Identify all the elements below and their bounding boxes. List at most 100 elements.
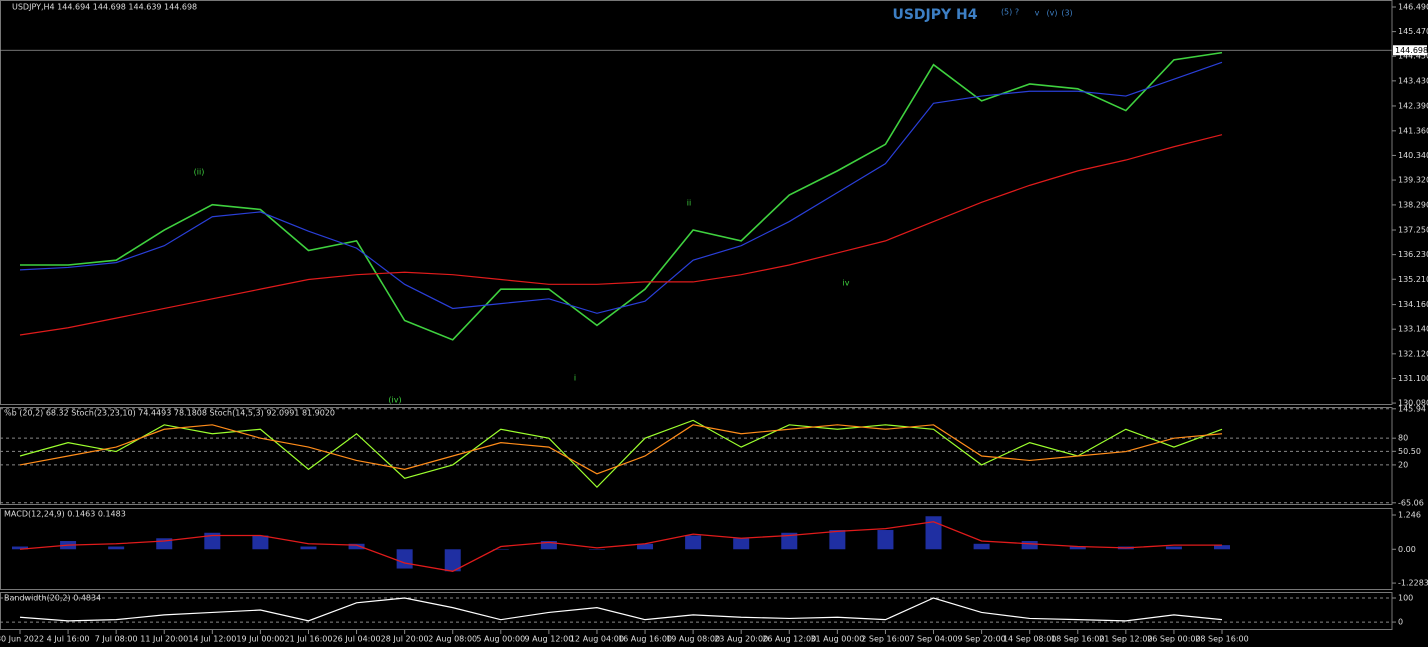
x-tick-label: 18 Sep 16:00 — [1051, 635, 1104, 644]
x-tick-label: 7 Sep 04:00 — [909, 635, 957, 644]
histogram-bar — [973, 543, 990, 550]
x-tick-label: 7 Jul 08:00 — [95, 635, 138, 644]
y-tick-label: 146.490 — [1398, 2, 1428, 11]
wave-label: (iv) — [388, 396, 401, 405]
y-tick-label: 138.290 — [1398, 200, 1428, 209]
histogram-bar — [1021, 541, 1038, 550]
x-tick-label: 19 Aug 08:00 — [666, 635, 720, 644]
histogram-bar — [1214, 545, 1230, 550]
x-tick-label: 19 Jul 00:00 — [236, 635, 284, 644]
wave-label: i — [574, 374, 576, 383]
indicator-label: MACD(12,24,9) 0.1463 0.1483 — [4, 510, 126, 519]
series-line — [19, 521, 1222, 572]
histogram-bar — [877, 530, 894, 550]
histogram-bar — [781, 532, 798, 550]
y-tick-label: 139.320 — [1398, 176, 1428, 185]
x-tick-label: 9 Aug 12:00 — [524, 635, 573, 644]
wave-label: ii — [687, 199, 691, 208]
last-price-label: 144.698 — [1395, 46, 1428, 55]
histogram-bar — [925, 516, 942, 550]
x-tick-label: 30 Jun 2022 — [0, 635, 44, 644]
histogram-bar — [12, 546, 28, 550]
y-tick-label: 141.360 — [1398, 126, 1428, 135]
y-tick-label: -65.06 — [1398, 498, 1424, 507]
symbol-header: USDJPY,H4 144.694 144.698 144.639 144.69… — [12, 3, 197, 12]
x-tick-label: 2 Sep 16:00 — [861, 635, 909, 644]
wave-label: v — [1035, 9, 1040, 18]
y-tick-label: 137.250 — [1398, 226, 1428, 235]
x-tick-label: 5 Aug 00:00 — [476, 635, 525, 644]
x-tick-label: 21 Jul 16:00 — [284, 635, 332, 644]
y-tick-label: 145.94 — [1398, 404, 1426, 413]
indicator-label: Bandwidth(20,2) 0.4834 — [4, 594, 101, 603]
wave-label: (5) ? — [1001, 8, 1019, 17]
x-tick-label: 11 Jul 20:00 — [140, 635, 188, 644]
histogram-bar — [637, 543, 654, 550]
histogram-bar — [300, 546, 317, 550]
y-tick-label: 130.080 — [1398, 399, 1428, 408]
indicator-label: %b (20,2) 68.32 Stoch(23,23,10) 74.4493 … — [4, 409, 335, 418]
x-tick-label: 28 Sep 16:00 — [1195, 635, 1248, 644]
histogram-bar — [492, 549, 509, 550]
histogram-bar — [733, 538, 750, 550]
y-tick-label: -1.2283 — [1398, 579, 1428, 588]
y-tick-label: 0 — [1398, 618, 1403, 627]
y-tick-label: 142.390 — [1398, 101, 1428, 110]
y-tick-label: 0.00 — [1398, 545, 1416, 554]
panel-frame — [0, 407, 1393, 505]
y-tick-label: 136.230 — [1398, 250, 1428, 259]
histogram-bar — [685, 535, 702, 550]
x-tick-label: 14 Sep 08:00 — [1003, 635, 1056, 644]
histogram-bar — [588, 549, 605, 550]
series-line — [19, 597, 1223, 622]
x-tick-label: 26 Aug 12:00 — [762, 635, 816, 644]
wave-label: iv — [843, 279, 850, 288]
x-tick-label: 12 Aug 04:00 — [570, 635, 624, 644]
histogram-bar — [252, 535, 269, 550]
series-line — [19, 61, 1223, 314]
y-tick-label: 145.470 — [1398, 27, 1428, 36]
y-tick-label: 140.340 — [1398, 151, 1428, 160]
y-tick-label: 134.160 — [1398, 300, 1428, 309]
y-tick-label: 1.246 — [1398, 510, 1421, 519]
histogram-bar — [156, 538, 173, 550]
x-tick-label: 4 Jul 16:00 — [47, 635, 90, 644]
y-tick-label: 143.430 — [1398, 76, 1428, 85]
x-tick-label: 31 Aug 00:00 — [810, 635, 864, 644]
wave-label: (3) — [1061, 9, 1072, 18]
x-tick-label: 26 Jul 04:00 — [333, 635, 381, 644]
series-line — [19, 424, 1223, 475]
histogram-bar — [396, 549, 413, 569]
histogram-bar — [829, 530, 846, 550]
x-tick-label: 14 Jul 12:00 — [188, 635, 236, 644]
x-tick-label: 21 Sep 12:00 — [1099, 635, 1152, 644]
histogram-bar — [348, 543, 365, 550]
wave-label: (v) — [1047, 9, 1058, 18]
histogram-bar — [444, 549, 461, 572]
y-tick-label: 132.120 — [1398, 349, 1428, 358]
series-line — [19, 134, 1223, 336]
y-tick-label: 133.140 — [1398, 325, 1428, 334]
histogram-bar — [108, 546, 125, 550]
y-tick-label: 131.100 — [1398, 374, 1428, 383]
histogram-bar — [540, 541, 557, 550]
chart-title: USDJPY H4 — [892, 7, 977, 23]
x-tick-label: 26 Sep 00:00 — [1147, 635, 1200, 644]
y-tick-label: 100 — [1398, 594, 1413, 603]
panel-frame — [0, 0, 1393, 405]
histogram-bar — [204, 532, 221, 550]
y-tick-label: 20 — [1398, 460, 1408, 469]
wave-label: (ii) — [194, 168, 205, 177]
series-line — [19, 419, 1223, 489]
x-tick-label: 9 Sep 20:00 — [957, 635, 1005, 644]
y-tick-label: 135.210 — [1398, 275, 1428, 284]
x-tick-label: 28 Jul 20:00 — [381, 635, 429, 644]
x-tick-label: 16 Aug 16:00 — [618, 635, 672, 644]
x-tick-label: 23 Aug 20:00 — [714, 635, 768, 644]
y-tick-label: 50.50 — [1398, 447, 1421, 456]
x-tick-label: 2 Aug 08:00 — [428, 635, 477, 644]
histogram-bar — [1069, 546, 1086, 550]
